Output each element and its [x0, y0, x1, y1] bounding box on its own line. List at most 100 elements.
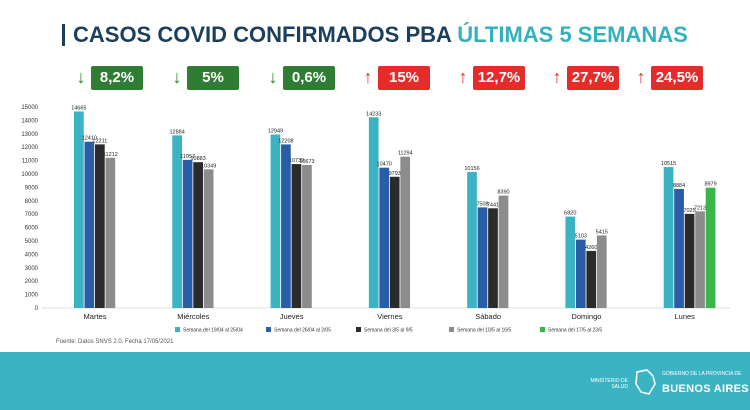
bar [695, 211, 705, 308]
change-badge: 8,2% [91, 66, 143, 90]
bar [467, 171, 477, 308]
y-tick-label: 14000 [21, 118, 38, 124]
arrow-up-icon: ↑ [458, 67, 468, 87]
data-label: 4260 [585, 245, 597, 251]
x-category-label: Sábado [475, 312, 501, 321]
arrow-up-icon: ↑ [636, 67, 646, 87]
data-label: 10515 [661, 161, 676, 167]
title-main: CASOS COVID CONFIRMADOS PBA [73, 22, 452, 47]
legend-label: Semana del 3/5 al 9/5 [364, 328, 413, 334]
change-badge: 5% [187, 66, 239, 90]
y-tick-label: 11000 [22, 159, 39, 165]
bar [684, 213, 695, 308]
data-label: 12884 [169, 129, 184, 135]
data-label: 6820 [564, 211, 576, 217]
bar [302, 164, 312, 308]
data-label: 11057 [180, 154, 195, 160]
legend-label: Semana del 17/5 al 23/5 [548, 328, 602, 334]
x-category-label: Martes [84, 312, 107, 321]
bar [193, 162, 203, 308]
data-label: 7213 [694, 205, 706, 211]
bar [203, 169, 214, 308]
title-accent-bar [62, 24, 65, 46]
x-category-label: Viernes [377, 312, 403, 321]
bar [270, 134, 281, 308]
legend-swatch [266, 327, 271, 332]
bar [674, 188, 684, 308]
data-label: 14665 [71, 105, 86, 111]
arrow-down-icon: ↓ [268, 67, 278, 87]
footer-band [0, 352, 750, 410]
y-tick-label: 9000 [25, 185, 39, 191]
legend-swatch [540, 327, 545, 332]
legend-swatch [356, 327, 361, 332]
bar [84, 141, 95, 308]
bar [74, 111, 84, 308]
data-label: 5415 [596, 229, 608, 235]
data-label: 9793 [389, 171, 401, 177]
data-label: 10470 [377, 162, 392, 168]
bar [389, 176, 400, 308]
bar [172, 135, 182, 308]
data-label: 8979 [704, 182, 716, 188]
bar [575, 239, 586, 308]
data-label: 12208 [278, 138, 293, 144]
y-tick-label: 5000 [25, 239, 39, 245]
arrow-up-icon: ↑ [552, 67, 562, 87]
bar [95, 144, 105, 308]
source-note: Fuente: Datos SNVS 2.0. Fecha 17/05/2021 [56, 338, 173, 346]
bar [182, 159, 193, 308]
buenos-aires-label: BUENOS AIRES [662, 383, 749, 395]
data-label: 8884 [673, 183, 685, 189]
data-label: 10883 [190, 156, 205, 162]
gobierno-label: GOBIERNO DE LA PROVINCIA DE [662, 371, 742, 377]
legend-swatch [175, 327, 180, 332]
data-label: 7441 [487, 202, 499, 208]
data-label: 10673 [299, 159, 314, 165]
data-label: 10349 [201, 163, 216, 169]
y-tick-label: 6000 [25, 226, 39, 232]
x-category-label: Domingo [571, 312, 601, 321]
y-tick-label: 1000 [25, 293, 39, 299]
change-badge: 24,5% [651, 66, 703, 90]
arrow-down-icon: ↓ [172, 67, 182, 87]
y-tick-label: 15000 [21, 105, 38, 111]
data-label: 11212 [103, 152, 118, 158]
data-label: 7025 [683, 208, 695, 214]
legend-label: Semana del 19/04 al 25/04 [183, 328, 243, 334]
legend-label: Semana del 26/04 al 2/05 [274, 328, 331, 334]
data-label: 10739 [289, 158, 304, 164]
x-category-label: Miércoles [177, 312, 209, 321]
bar [400, 156, 411, 308]
bar [663, 167, 674, 308]
bar [379, 167, 390, 308]
data-label: 12949 [268, 128, 283, 134]
bar [105, 157, 116, 308]
y-tick-label: 13000 [21, 132, 38, 138]
change-badge: 12,7% [473, 66, 525, 90]
ministerio-label: MINISTERIO DE SALUD [590, 378, 628, 390]
arrow-down-icon: ↓ [76, 67, 86, 87]
change-badge: 27,7% [567, 66, 619, 90]
y-tick-label: 7000 [25, 212, 39, 218]
y-tick-label: 4000 [25, 252, 39, 258]
y-tick-label: 10000 [21, 172, 38, 178]
y-tick-label: 12000 [21, 145, 38, 151]
data-label: 7508 [476, 201, 488, 207]
data-label: 11294 [398, 151, 413, 157]
arrow-up-icon: ↑ [363, 67, 373, 87]
legend-swatch [449, 327, 454, 332]
data-label: 5103 [575, 234, 587, 240]
legend-label: Semana del 10/5 al 16/5 [457, 328, 511, 334]
source-line: Fuente: Datos SNVS 2.0. Fecha 17/05/2021 [56, 339, 174, 345]
province-map-icon [635, 369, 656, 395]
bar [498, 195, 509, 308]
y-tick-label: 3000 [25, 266, 39, 272]
chart-title: CASOS COVID CONFIRMADOS PBA ÚLTIMAS 5 SE… [62, 22, 688, 48]
x-category-label: Lunes [674, 312, 695, 321]
data-label: 8390 [497, 190, 509, 196]
bar [586, 250, 597, 308]
change-badge: 15% [378, 66, 430, 90]
title-accent: ÚLTIMAS 5 SEMANAS [457, 22, 688, 47]
bar [705, 187, 716, 308]
